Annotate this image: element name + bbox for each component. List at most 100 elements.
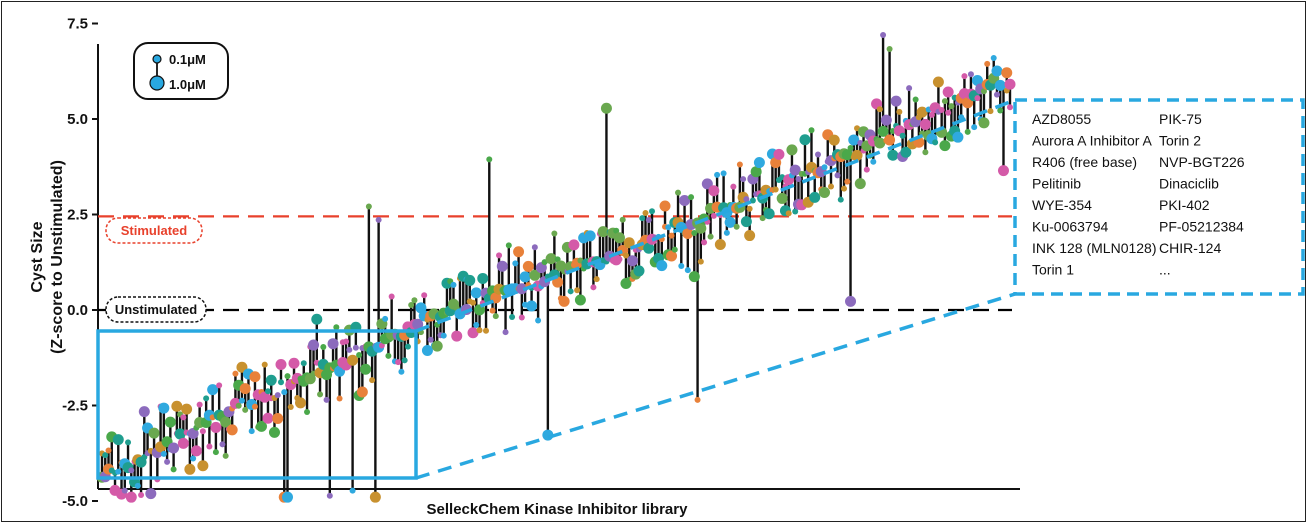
compound-dot [336, 395, 343, 402]
compound-dot [574, 287, 581, 294]
compound-dot [349, 487, 356, 494]
compound-dot [317, 391, 324, 398]
compound-dot [724, 216, 736, 228]
compound-dot [697, 258, 704, 265]
compound-dot [945, 109, 952, 116]
compound-dot [1007, 104, 1013, 111]
compound-dot [818, 186, 830, 198]
legend-dot-small [152, 54, 162, 64]
compound-dot [356, 352, 363, 359]
compound-dot [623, 237, 635, 249]
compound-dot [984, 60, 991, 67]
compound-dot [284, 373, 291, 380]
compound-dot [199, 428, 206, 435]
compound-dot [148, 427, 160, 439]
compound-dot [666, 250, 678, 262]
compound-dot [870, 158, 877, 165]
compound-dot [467, 327, 479, 339]
compound-dot [249, 371, 261, 383]
inhibitor-name: NVP-BGT226 [1159, 154, 1245, 170]
compound-dot [239, 383, 251, 395]
compound-dot [795, 176, 802, 183]
compound-dot [682, 227, 694, 239]
compound-dot [916, 106, 928, 118]
compound-dot [558, 295, 570, 307]
compound-dot [259, 391, 271, 403]
compound-dot [952, 131, 964, 143]
legend: 0.1μM 1.0μM [133, 42, 229, 100]
compound-dot [593, 276, 600, 283]
compound-dot [281, 389, 288, 396]
compound-dot [679, 194, 691, 206]
compound-dot [743, 196, 750, 203]
compound-dot [451, 330, 463, 342]
compound-dot [841, 149, 853, 161]
compound-dot [369, 377, 376, 384]
compound-dot [512, 260, 519, 267]
compound-dot [125, 439, 132, 446]
compound-dot [845, 295, 857, 307]
compound-dot [265, 374, 277, 386]
compound-dot [932, 76, 944, 88]
compound-dot [421, 292, 428, 299]
legend-dot-large [149, 75, 165, 91]
compound-dot [568, 239, 580, 251]
compound-dot [431, 340, 443, 352]
compound-dot [115, 468, 122, 475]
compound-dot [385, 352, 392, 359]
inhibitor-name: Pelitinib [1032, 176, 1081, 192]
compound-dot [746, 205, 753, 212]
compound-dot [295, 397, 307, 409]
compound-dot [121, 487, 128, 494]
compound-dot [440, 332, 447, 339]
compound-dot [1004, 78, 1016, 90]
compound-dot [347, 354, 359, 366]
compound-dot [688, 271, 700, 283]
compound-dot [600, 102, 612, 114]
compound-dot [942, 86, 954, 98]
compound-dot [744, 230, 756, 242]
y-tick-label: 2.5 [67, 207, 88, 224]
compound-dot [993, 91, 1000, 98]
compound-dot [785, 210, 792, 217]
compound-dot [710, 212, 717, 219]
compound-dot [545, 253, 557, 265]
compound-dot [622, 252, 629, 259]
y-axis-label-sub: (Z-score to Unstimulated) [49, 160, 66, 354]
compound-dot [311, 313, 323, 325]
compound-dot [492, 313, 499, 320]
compound-dot [714, 171, 721, 178]
compound-dot [187, 427, 199, 439]
compound-dot [626, 255, 638, 267]
compound-dot [890, 95, 902, 107]
compound-dot [938, 106, 945, 113]
compound-dot [789, 164, 801, 176]
compound-dot [268, 426, 280, 438]
compound-dot [990, 54, 997, 61]
compound-dot [841, 185, 848, 192]
compound-dot [749, 197, 756, 204]
compound-dot [616, 256, 623, 263]
compound-dot [272, 412, 284, 424]
compound-dot [880, 31, 887, 38]
compound-dot [464, 274, 476, 286]
legend-label-large: 1.0μM [169, 77, 206, 92]
inhibitor-name: AZD8055 [1032, 111, 1091, 127]
compound-dot [733, 223, 740, 230]
compound-dot [226, 424, 238, 436]
compound-dot [427, 336, 434, 343]
compound-dot [694, 396, 701, 403]
compound-dot [242, 406, 249, 413]
compound-dot [736, 161, 743, 168]
compound-dot [978, 117, 990, 129]
compound-dot [643, 242, 655, 254]
compound-dot [282, 491, 294, 503]
x-axis-label: SelleckChem Kinase Inhibitor library [427, 501, 689, 518]
inhibitor-name: R406 (free base) [1032, 154, 1137, 170]
y-ticks: -5.0 -2.5 0.0 2.5 5.0 7.5 [62, 16, 98, 510]
compound-dot [649, 208, 656, 215]
compound-dot [723, 229, 730, 236]
compound-dot [552, 276, 564, 288]
compound-dot [369, 491, 381, 503]
compound-dot [190, 445, 202, 457]
